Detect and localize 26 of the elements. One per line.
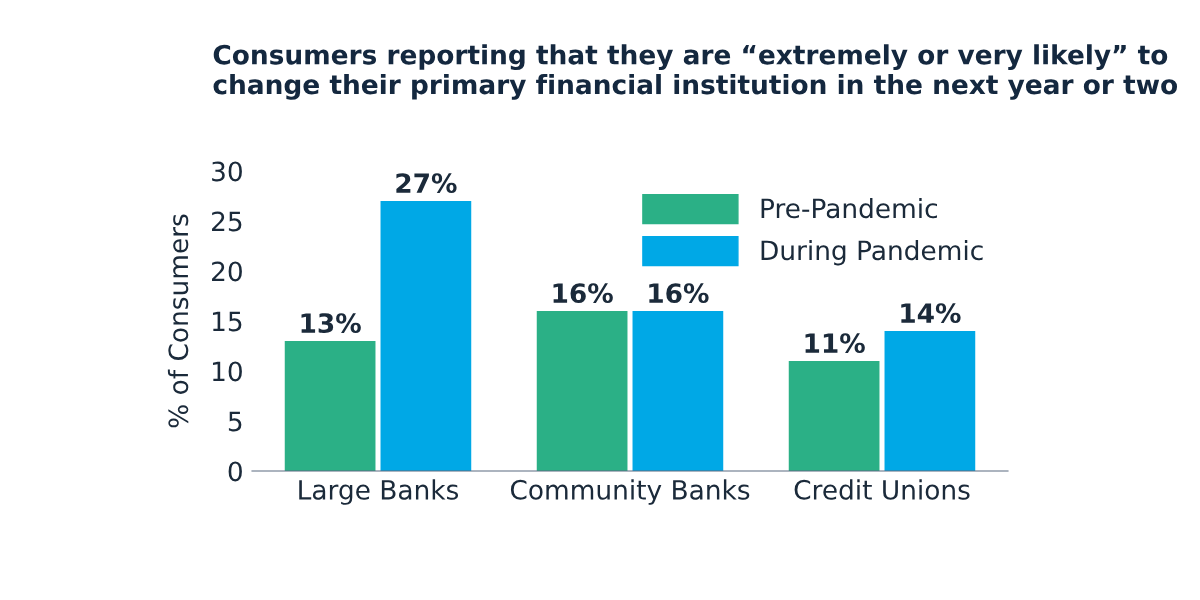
data-label: 11%	[805, 333, 865, 354]
bar	[380, 201, 472, 471]
chart-title: Consumers reporting that they are “extremely or very likely” to change their primary financial institution in the next year or two	[213, 44, 1178, 100]
y-tick-label: 15	[212, 311, 242, 332]
y-tick-label: 25	[212, 211, 242, 232]
data-label: 27%	[396, 173, 457, 194]
bar	[536, 311, 628, 471]
bar	[788, 361, 880, 471]
y-tick-label: 10	[212, 361, 242, 382]
data-label: 16%	[553, 283, 613, 304]
data-label: 13%	[301, 313, 361, 334]
bar	[284, 341, 376, 471]
x-tick-label: Large Banks	[299, 479, 459, 505]
legend-label: During Pandemic	[761, 239, 983, 266]
y-tick-label: 30	[212, 161, 242, 182]
x-tick-label: Credit Unions	[794, 479, 970, 500]
bar	[632, 311, 724, 471]
y-axis-title: % of Consumers	[167, 214, 189, 428]
x-tick-label: Community Banks	[510, 479, 750, 505]
data-label: 14%	[901, 303, 961, 324]
y-tick-label: 5	[228, 411, 242, 432]
y-tick-label: 20	[212, 261, 242, 282]
legend-label: Pre-Pandemic	[761, 197, 937, 219]
bar	[884, 331, 976, 471]
data-label: 16%	[649, 283, 709, 304]
y-tick-label: 0	[228, 461, 242, 482]
